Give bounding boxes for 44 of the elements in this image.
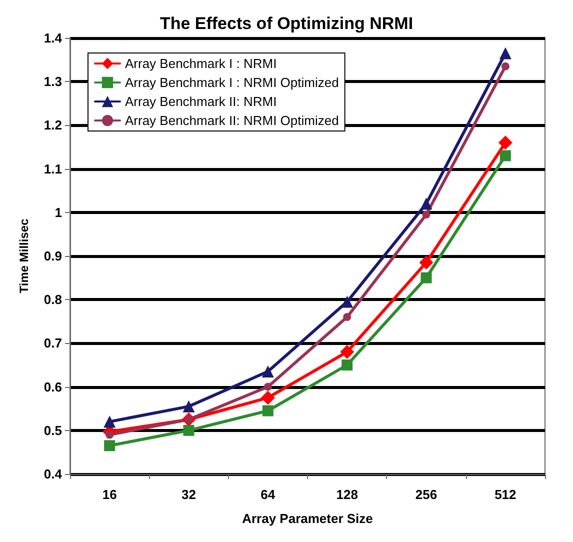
point: [340, 344, 354, 359]
y-tick-label: 0.7: [44, 336, 62, 351]
x-tick-label: 256: [415, 487, 438, 502]
point: [343, 313, 352, 322]
y-tick-label: 0.8: [44, 292, 62, 308]
point: [183, 424, 194, 436]
point: [501, 62, 510, 70]
y-tick-label: 1.4: [44, 30, 63, 46]
x-tick-label: 512: [494, 487, 516, 502]
point: [420, 272, 432, 284]
legend-label: Array Benchmark I : NRMI: [125, 56, 277, 71]
point: [262, 366, 274, 378]
x-tick-label: 128: [336, 487, 358, 502]
x-tick-label: 32: [182, 487, 196, 502]
y-tick-label: 0.5: [44, 422, 62, 438]
legend-label: Array Benchmark II: NRMI: [125, 94, 277, 109]
point: [182, 400, 195, 412]
x-tick-label: 64: [260, 487, 276, 502]
point: [420, 198, 432, 210]
point: [104, 440, 116, 452]
point: [342, 360, 353, 370]
y-tick-label: 1.2: [44, 118, 62, 133]
chart-title: The Effects of Optimizing NRMI: [160, 14, 414, 33]
point: [422, 210, 430, 219]
point: [498, 136, 512, 150]
y-tick-label: 0.9: [44, 248, 62, 264]
point: [419, 256, 434, 270]
y-tick-label: 0.6: [44, 379, 62, 394]
y-axis-title: Time Millisec: [17, 218, 31, 294]
point: [341, 296, 354, 308]
point: [500, 150, 511, 162]
point: [104, 416, 116, 428]
legend-label: Array Benchmark II: NRMI Optimized: [125, 113, 339, 128]
point: [260, 390, 275, 405]
y-tick-label: 1.3: [44, 74, 62, 90]
point: [264, 382, 272, 391]
y-tick-label: 1: [54, 204, 62, 220]
legend-label: Array Benchmark I : NRMI Optimized: [125, 75, 339, 90]
x-axis-title: Array Parameter Size: [242, 511, 373, 526]
y-tick-label: 0.4: [44, 466, 63, 482]
point: [262, 405, 274, 416]
y-tick-label: 1.1: [44, 161, 62, 176]
x-tick-label: 16: [102, 487, 117, 502]
point: [499, 47, 512, 60]
